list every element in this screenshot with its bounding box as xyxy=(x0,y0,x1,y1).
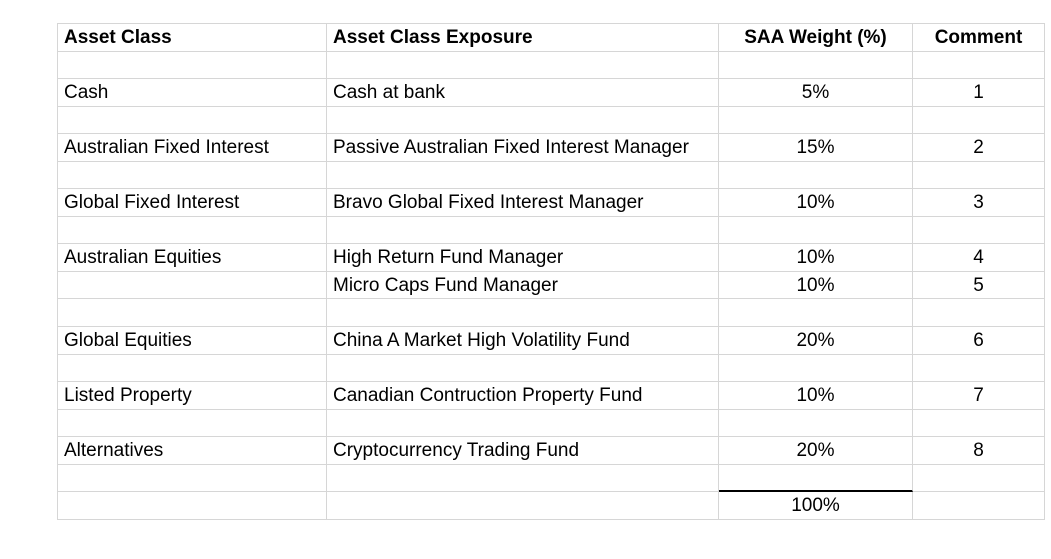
cell-asset-class: Australian Fixed Interest xyxy=(58,134,327,162)
table-row xyxy=(58,106,1045,135)
total-row: 100% xyxy=(58,492,1045,520)
cell-weight xyxy=(719,354,913,383)
asset-allocation-table: Asset Class Asset Class Exposure SAA Wei… xyxy=(57,23,1045,520)
table-header-row: Asset Class Asset Class Exposure SAA Wei… xyxy=(58,24,1045,52)
cell-comment: 4 xyxy=(913,244,1045,272)
header-cell-asset-class: Asset Class xyxy=(58,24,327,52)
cell-weight xyxy=(719,299,913,328)
cell-asset-class xyxy=(58,51,327,80)
cell-asset-class xyxy=(58,106,327,135)
header-cell-saa-weight: SAA Weight (%) xyxy=(719,24,913,52)
table-row: Listed Property Canadian Contruction Pro… xyxy=(58,382,1045,410)
cell-exposure xyxy=(327,51,719,80)
cell-asset-class: Alternatives xyxy=(58,437,327,465)
table-row xyxy=(58,161,1045,190)
cell-exposure xyxy=(327,464,719,493)
cell-weight: 10% xyxy=(719,189,913,217)
table-row: Global Equities China A Market High Vola… xyxy=(58,327,1045,355)
cell-exposure: Canadian Contruction Property Fund xyxy=(327,382,719,410)
table-row xyxy=(58,409,1045,438)
cell-comment: 8 xyxy=(913,437,1045,465)
cell-comment xyxy=(913,354,1045,383)
cell-exposure xyxy=(327,409,719,438)
cell-exposure xyxy=(327,299,719,328)
cell-asset-class: Global Fixed Interest xyxy=(58,189,327,217)
cell-weight: 10% xyxy=(719,271,913,300)
cell-asset-class: Listed Property xyxy=(58,382,327,410)
cell-weight xyxy=(719,216,913,245)
cell-weight: 20% xyxy=(719,437,913,465)
cell-exposure xyxy=(327,354,719,383)
cell-comment: 2 xyxy=(913,134,1045,162)
table-row: Global Fixed Interest Bravo Global Fixed… xyxy=(58,189,1045,217)
cell-asset-class: Global Equities xyxy=(58,327,327,355)
header-cell-comment: Comment xyxy=(913,24,1045,52)
cell-comment xyxy=(913,409,1045,438)
table-row xyxy=(58,464,1045,493)
cell-asset-class: Cash xyxy=(58,79,327,107)
cell-comment xyxy=(913,492,1045,520)
cell-weight: 10% xyxy=(719,244,913,272)
cell-comment xyxy=(913,106,1045,135)
cell-exposure: China A Market High Volatility Fund xyxy=(327,327,719,355)
cell-weight: 10% xyxy=(719,382,913,410)
table-row: Alternatives Cryptocurrency Trading Fund… xyxy=(58,437,1045,465)
cell-weight xyxy=(719,51,913,80)
table-row: Micro Caps Fund Manager 10% 5 xyxy=(58,271,1045,300)
cell-asset-class xyxy=(58,299,327,328)
cell-exposure: Micro Caps Fund Manager xyxy=(327,271,719,300)
table-row xyxy=(58,51,1045,80)
table-row xyxy=(58,354,1045,383)
cell-exposure: High Return Fund Manager xyxy=(327,244,719,272)
table-row: Australian Equities High Return Fund Man… xyxy=(58,244,1045,272)
cell-exposure: Bravo Global Fixed Interest Manager xyxy=(327,189,719,217)
cell-exposure: Cryptocurrency Trading Fund xyxy=(327,437,719,465)
cell-weight xyxy=(719,161,913,190)
cell-weight xyxy=(719,409,913,438)
cell-comment: 1 xyxy=(913,79,1045,107)
cell-comment: 3 xyxy=(913,189,1045,217)
cell-weight: 5% xyxy=(719,79,913,107)
cell-weight: 20% xyxy=(719,327,913,355)
cell-asset-class: Australian Equities xyxy=(58,244,327,272)
cell-asset-class xyxy=(58,409,327,438)
cell-comment xyxy=(913,299,1045,328)
cell-asset-class xyxy=(58,492,327,520)
cell-asset-class xyxy=(58,271,327,300)
sum-rule-cell xyxy=(719,464,913,493)
cell-exposure xyxy=(327,216,719,245)
cell-weight xyxy=(719,106,913,135)
cell-asset-class xyxy=(58,161,327,190)
total-weight-cell: 100% xyxy=(719,492,913,520)
cell-comment: 7 xyxy=(913,382,1045,410)
cell-asset-class xyxy=(58,216,327,245)
cell-comment xyxy=(913,464,1045,493)
cell-comment xyxy=(913,161,1045,190)
cell-exposure: Cash at bank xyxy=(327,79,719,107)
cell-weight: 15% xyxy=(719,134,913,162)
cell-comment xyxy=(913,51,1045,80)
cell-asset-class xyxy=(58,464,327,493)
table-row: Australian Fixed Interest Passive Austra… xyxy=(58,134,1045,162)
cell-exposure: Passive Australian Fixed Interest Manage… xyxy=(327,134,719,162)
cell-comment xyxy=(913,216,1045,245)
table-row xyxy=(58,216,1045,245)
cell-exposure xyxy=(327,492,719,520)
table-row xyxy=(58,299,1045,328)
header-cell-asset-class-exposure: Asset Class Exposure xyxy=(327,24,719,52)
cell-comment: 5 xyxy=(913,271,1045,300)
cell-exposure xyxy=(327,161,719,190)
cell-asset-class xyxy=(58,354,327,383)
cell-comment: 6 xyxy=(913,327,1045,355)
table-row: Cash Cash at bank 5% 1 xyxy=(58,79,1045,107)
cell-exposure xyxy=(327,106,719,135)
